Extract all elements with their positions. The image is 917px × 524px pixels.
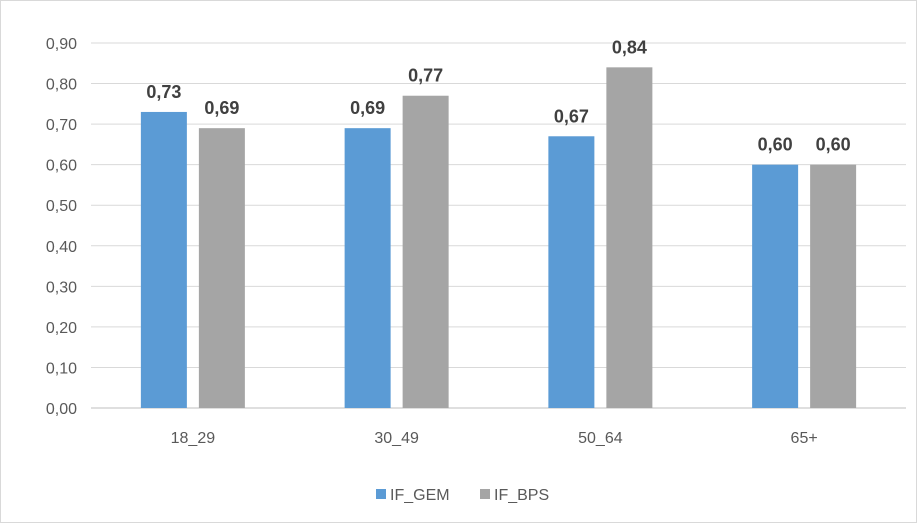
bar-if-gem-65 [752, 164, 799, 408]
bar-if-gem-3049 [344, 128, 391, 408]
bar-if-bps-1829 [198, 128, 245, 408]
data-label: 0,69 [204, 98, 239, 118]
y-tick-label: 0,80 [46, 77, 77, 94]
data-labels: 0,73 0,69 0,69 0,77 0,67 0,84 0,60 0,60 [146, 37, 850, 154]
y-tick-label: 0,60 [46, 158, 77, 175]
x-tick-label: 50_64 [578, 430, 623, 447]
data-label: 0,84 [612, 37, 647, 57]
data-label: 0,69 [350, 98, 385, 118]
x-axis-ticks: 18_29 30_49 50_64 65+ [171, 430, 818, 447]
bar-if-bps-3049 [402, 95, 449, 408]
x-tick-label: 65+ [791, 430, 818, 447]
x-tick-label: 30_49 [374, 430, 419, 447]
legend-label-if-bps: IF_BPS [494, 487, 549, 504]
y-tick-label: 0,30 [46, 279, 77, 296]
y-tick-label: 0,70 [46, 117, 77, 134]
x-tick-label: 18_29 [171, 430, 216, 447]
data-label: 0,73 [146, 82, 181, 102]
data-label: 0,77 [408, 66, 443, 86]
legend-label-if-gem: IF_GEM [390, 487, 450, 504]
y-tick-label: 0,90 [46, 36, 77, 53]
bar-if-bps-5064 [606, 67, 653, 408]
y-tick-label: 0,20 [46, 320, 77, 337]
legend: IF_GEM IF_BPS [376, 487, 549, 504]
data-label: 0,67 [554, 106, 589, 126]
data-label: 0,60 [758, 135, 793, 155]
bar-if-gem-5064 [548, 136, 595, 408]
y-axis-ticks: 0,00 0,10 0,20 0,30 0,40 0,50 0,60 0,70 0,80 0,90 [46, 36, 77, 418]
y-tick-label: 0,10 [46, 360, 77, 377]
bar-if-gem-1829 [140, 111, 187, 408]
y-tick-label: 0,00 [46, 401, 77, 418]
bar-if-bps-65 [810, 164, 857, 408]
legend-swatch-if-gem [376, 489, 386, 499]
y-tick-label: 0,40 [46, 239, 77, 256]
legend-swatch-if-bps [480, 489, 490, 499]
y-tick-label: 0,50 [46, 198, 77, 215]
data-label: 0,60 [816, 135, 851, 155]
bars [140, 67, 857, 408]
